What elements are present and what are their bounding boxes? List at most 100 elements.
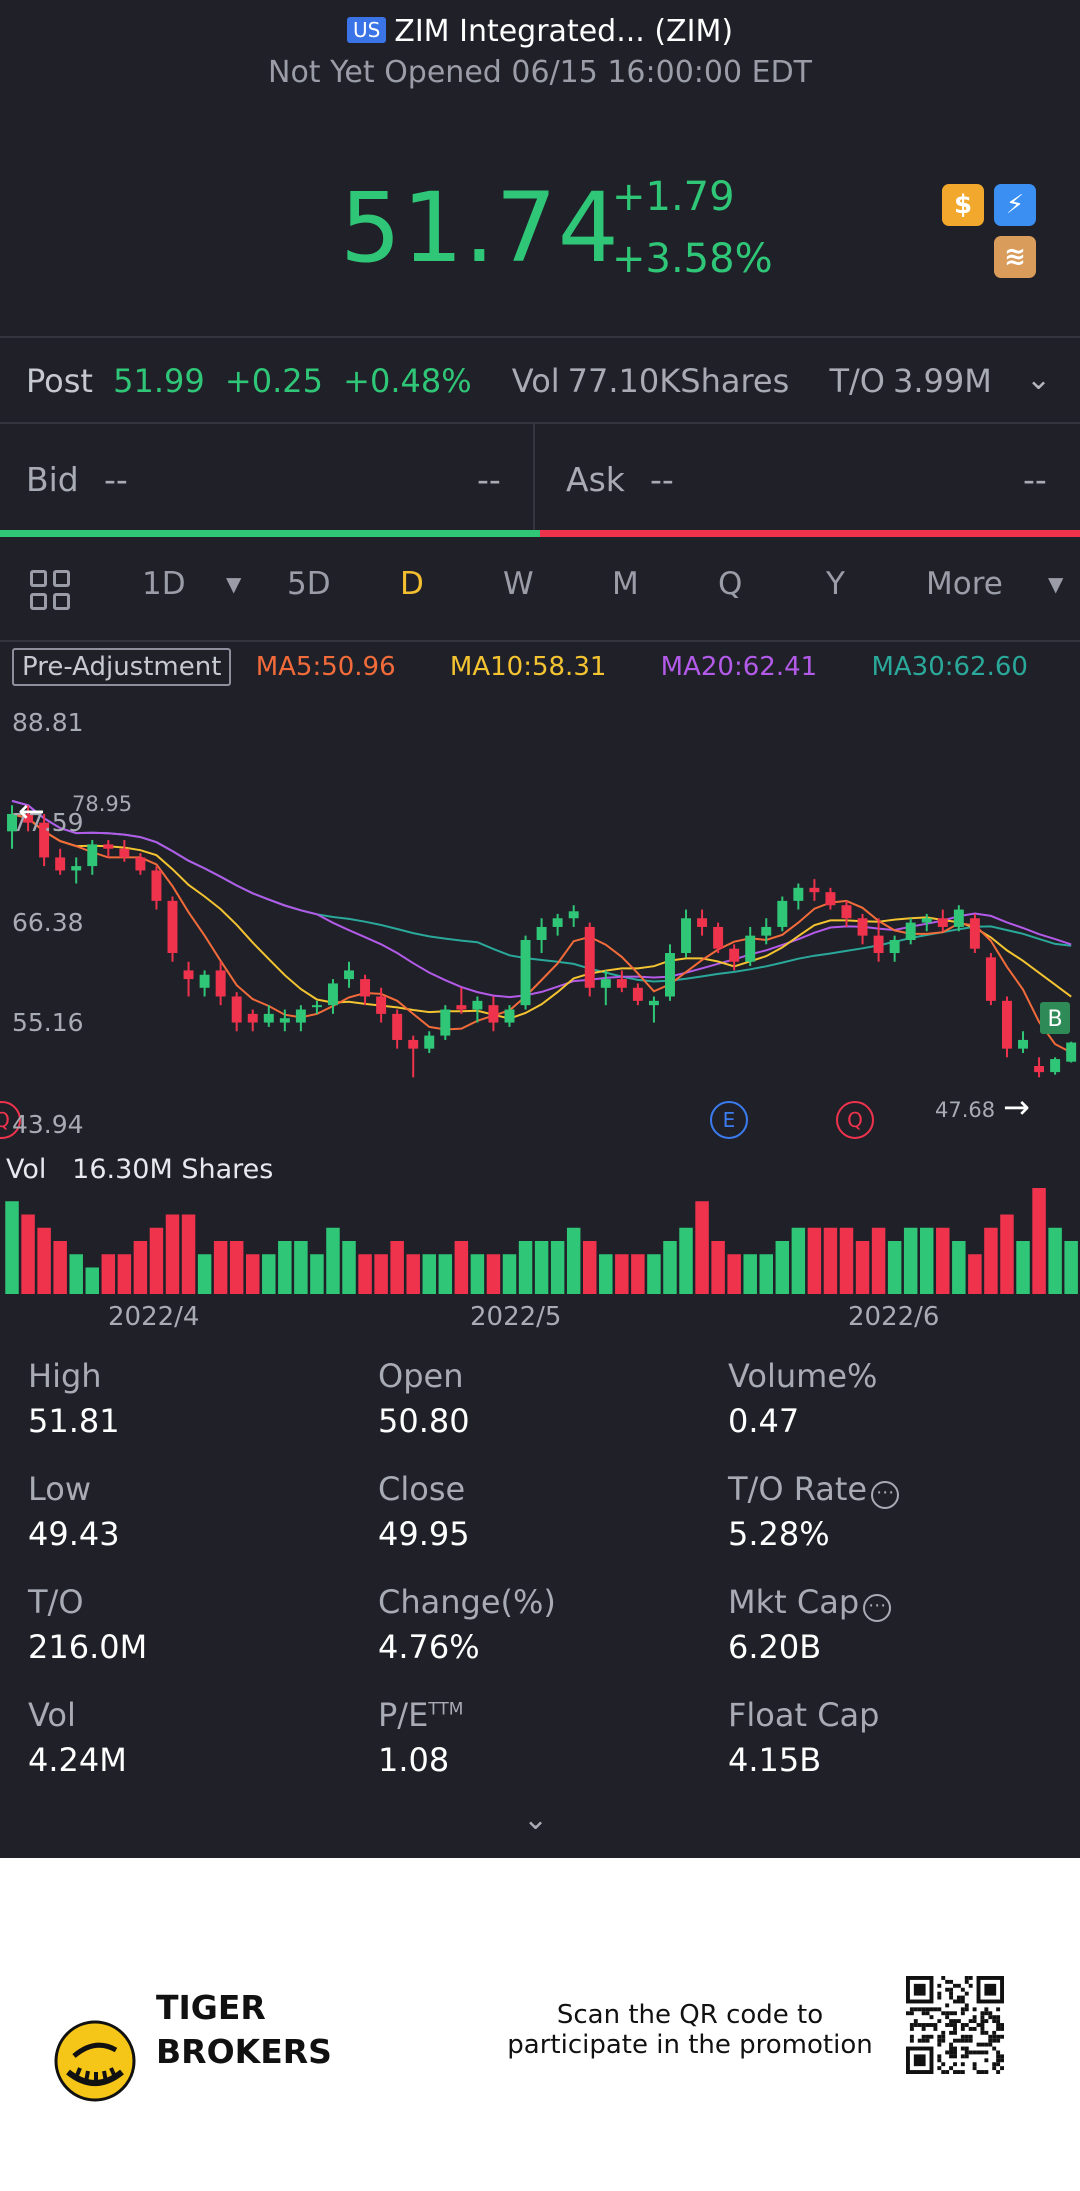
qr-module (909, 2026, 914, 2031)
earnings-q-marker[interactable]: Q (836, 1101, 874, 1139)
candle-body (953, 909, 964, 927)
price-axis-label: 55.16 (12, 1008, 84, 1037)
candle-body (857, 918, 868, 936)
stat-label-to-rate: T/O Rate ⋯ (728, 1470, 900, 1509)
bid-label: Bid (26, 460, 79, 499)
qr-finder (984, 1983, 997, 1996)
qr-module (980, 2026, 985, 2031)
more-triangle-icon[interactable]: ▼ (1048, 572, 1064, 596)
qr-module (964, 2034, 969, 2039)
candle-body (424, 1035, 435, 1049)
qr-module (917, 2007, 922, 2012)
qr-module (921, 2023, 926, 2027)
tab-1d[interactable]: 1D (142, 566, 186, 602)
ask-price: -- (650, 460, 674, 499)
candle-body (71, 866, 82, 871)
qr-module (937, 2019, 942, 2024)
candle-body (263, 1013, 274, 1023)
qr-module (1000, 2054, 1004, 2059)
volume-value: 16.30M Shares (72, 1154, 274, 1185)
stat-label-close: Close (378, 1470, 466, 1508)
candle-body (1034, 1066, 1045, 1073)
volume-bar (406, 1254, 420, 1294)
earnings-e-marker[interactable]: E (710, 1101, 748, 1139)
qr-module (925, 2023, 930, 2027)
qr-module (960, 2007, 965, 2012)
volume-bar (871, 1227, 886, 1294)
candle-body (1066, 1042, 1077, 1062)
candle-body (344, 970, 354, 980)
stat-label-to: T/O (28, 1583, 84, 1621)
qr-module (941, 2062, 946, 2067)
qr-module (984, 2070, 989, 2074)
qr-module (960, 2026, 965, 2031)
candle-body (713, 926, 724, 949)
candle-body (552, 918, 563, 927)
qr-module (1000, 2023, 1004, 2027)
buy-marker[interactable]: B (1040, 1002, 1070, 1034)
qr-code-icon[interactable] (906, 1976, 1004, 2074)
tab-y[interactable]: Y (826, 566, 845, 602)
candle-body (905, 922, 916, 940)
dollar-icon[interactable]: $ (942, 184, 984, 226)
lightning-icon[interactable]: ⚡ (994, 184, 1036, 226)
volume-bar (117, 1254, 132, 1294)
max-price-marker: 78.95 (72, 792, 133, 816)
expand-chevron-icon[interactable]: ⌄ (1026, 362, 1052, 397)
qr-module (913, 2023, 918, 2027)
qr-module (980, 2019, 985, 2024)
candle-body (729, 948, 740, 962)
stack-icon[interactable]: ≋ (994, 236, 1036, 278)
qr-module (964, 1979, 969, 1984)
candle-body (889, 939, 900, 954)
qr-module (984, 2050, 989, 2055)
pre-adjustment-button[interactable]: Pre-Adjustment (12, 648, 232, 686)
stat-value-to-rate: 5.28% (728, 1515, 830, 1553)
info-icon[interactable]: ⋯ (871, 1481, 900, 1509)
qr-module (941, 2030, 946, 2035)
tab-5d[interactable]: 5D (287, 566, 331, 602)
volume-bar (759, 1254, 773, 1294)
price-change-percent: +3.58% (612, 236, 773, 282)
dropdown-triangle-icon[interactable]: ▼ (226, 572, 242, 596)
stat-value-change-pct: 4.76% (378, 1628, 480, 1666)
earnings-q-marker[interactable]: Q (0, 1101, 21, 1139)
layout-grid-icon[interactable] (30, 570, 72, 612)
candle-body (745, 935, 756, 962)
candle-body (167, 900, 178, 954)
info-icon[interactable]: ⋯ (863, 1594, 892, 1622)
tab-m[interactable]: M (612, 566, 639, 602)
qr-module (953, 2038, 957, 2043)
candle-body (632, 987, 643, 1001)
qr-module (996, 2026, 1001, 2031)
qr-module (949, 1979, 954, 1984)
tab-w[interactable]: W (503, 566, 534, 602)
tab-more[interactable]: More (926, 566, 1003, 602)
tab-q[interactable]: Q (718, 566, 743, 602)
qr-module (964, 2046, 969, 2051)
qr-module (984, 2030, 989, 2035)
expand-stats-chevron-icon[interactable]: ⌄ (523, 1802, 549, 1837)
brand-line-1: TIGER (156, 1988, 266, 2027)
qr-module (980, 2011, 985, 2016)
candle-body (520, 939, 531, 1006)
qr-module (917, 2038, 922, 2043)
qr-module (909, 2034, 914, 2039)
volume-bar (438, 1254, 453, 1294)
qr-module (996, 2038, 1001, 2043)
qr-module (960, 1987, 965, 1992)
qr-module (992, 2034, 997, 2039)
ask-volume-bar (540, 530, 1080, 537)
post-change-percent: +0.48% (343, 362, 472, 400)
qr-module (937, 2054, 942, 2059)
tab-d[interactable]: D (400, 566, 424, 602)
qr-module (996, 2070, 1001, 2074)
candlestick-chart[interactable]: Q E Q B (0, 700, 1080, 1300)
qr-module (976, 2070, 981, 2074)
ma20-line (11, 799, 1072, 999)
qr-module (949, 2030, 954, 2035)
post-change: +0.25 (224, 362, 323, 400)
candle-body (697, 918, 708, 927)
qr-module (1000, 2034, 1004, 2039)
volume-bar (695, 1201, 709, 1294)
